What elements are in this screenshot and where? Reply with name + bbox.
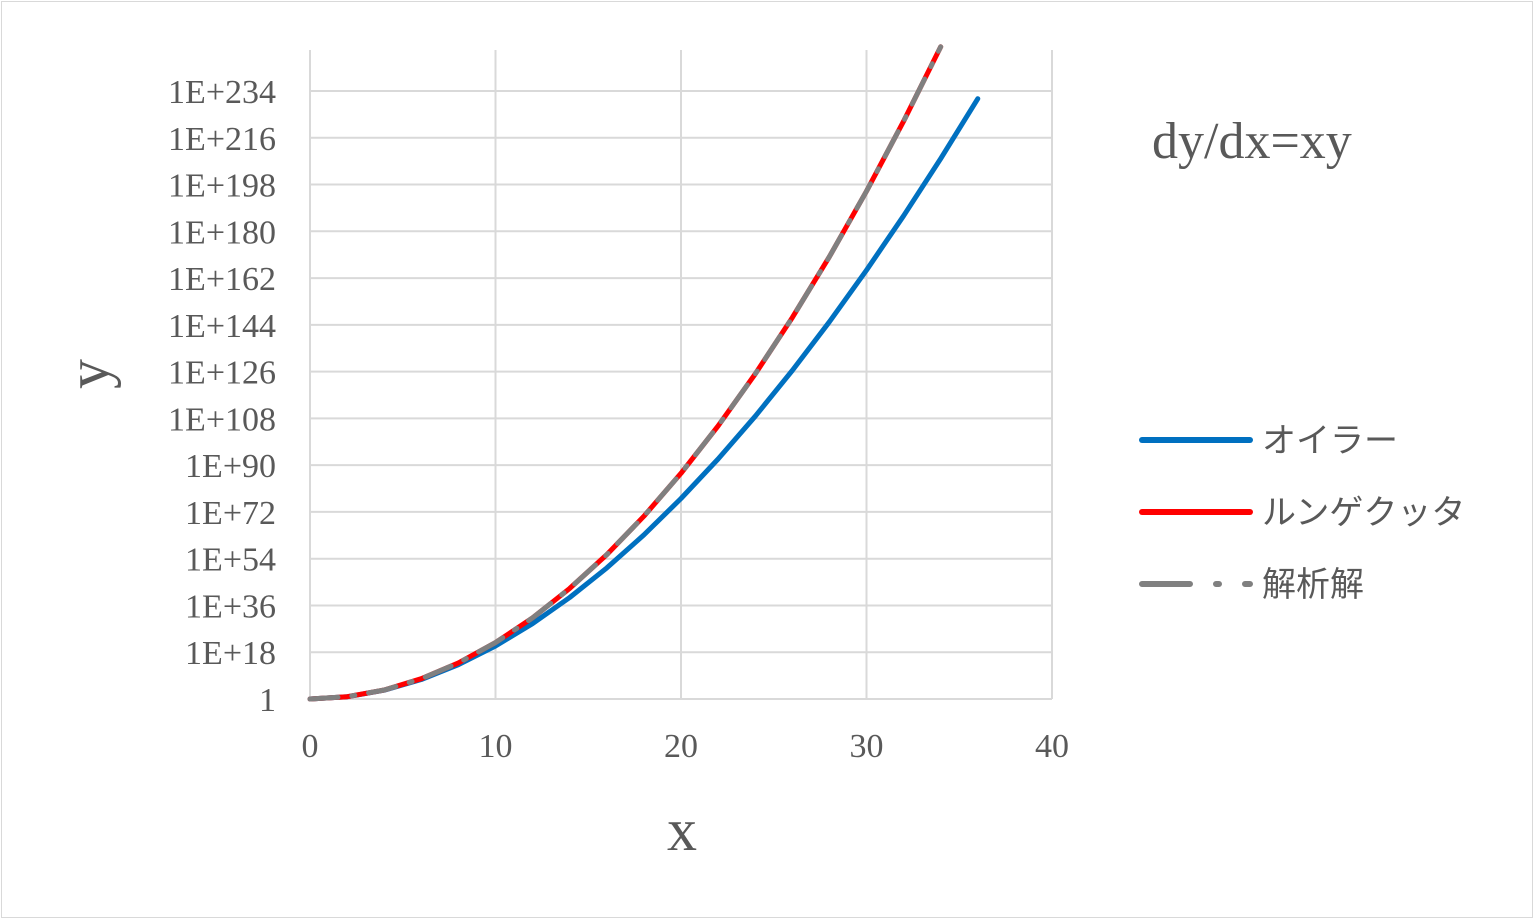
y-tick-label: 1E+162: [168, 261, 276, 298]
legend-label: オイラー: [1262, 421, 1398, 461]
y-tick-label: 1E+216: [168, 121, 276, 158]
x-axis-title: x: [667, 797, 697, 863]
series-line-0: [307, 96, 981, 702]
x-tick-label: 30: [850, 728, 884, 765]
y-tick-label: 1E+180: [168, 214, 276, 251]
y-tick-label: 1E+36: [185, 588, 276, 625]
y-tick-label: 1E+234: [168, 74, 276, 111]
y-tick-label: 1E+108: [168, 401, 276, 438]
y-tick-label: 1E+126: [168, 355, 276, 392]
y-tick-label: 1E+54: [185, 542, 276, 579]
legend-label: 解析解: [1262, 565, 1364, 605]
y-tick-label: 1E+18: [185, 635, 276, 672]
y-tick-label: 1E+90: [185, 448, 276, 485]
y-axis-title: y: [55, 359, 121, 389]
x-tick-label: 40: [1035, 728, 1069, 765]
chart-title: dy/dx=xy: [1152, 113, 1352, 170]
y-tick-label: 1E+72: [185, 495, 276, 532]
x-tick-label: 0: [302, 728, 319, 765]
x-tick-label: 20: [664, 728, 698, 765]
y-tick-label: 1: [259, 682, 276, 719]
legend-label: ルンゲクッタ: [1262, 493, 1465, 533]
y-tick-label: 1E+198: [168, 168, 276, 205]
series-line-1: [307, 44, 944, 702]
series-line-2: [307, 44, 944, 702]
y-tick-label: 1E+144: [168, 308, 276, 345]
x-tick-label: 10: [479, 728, 513, 765]
